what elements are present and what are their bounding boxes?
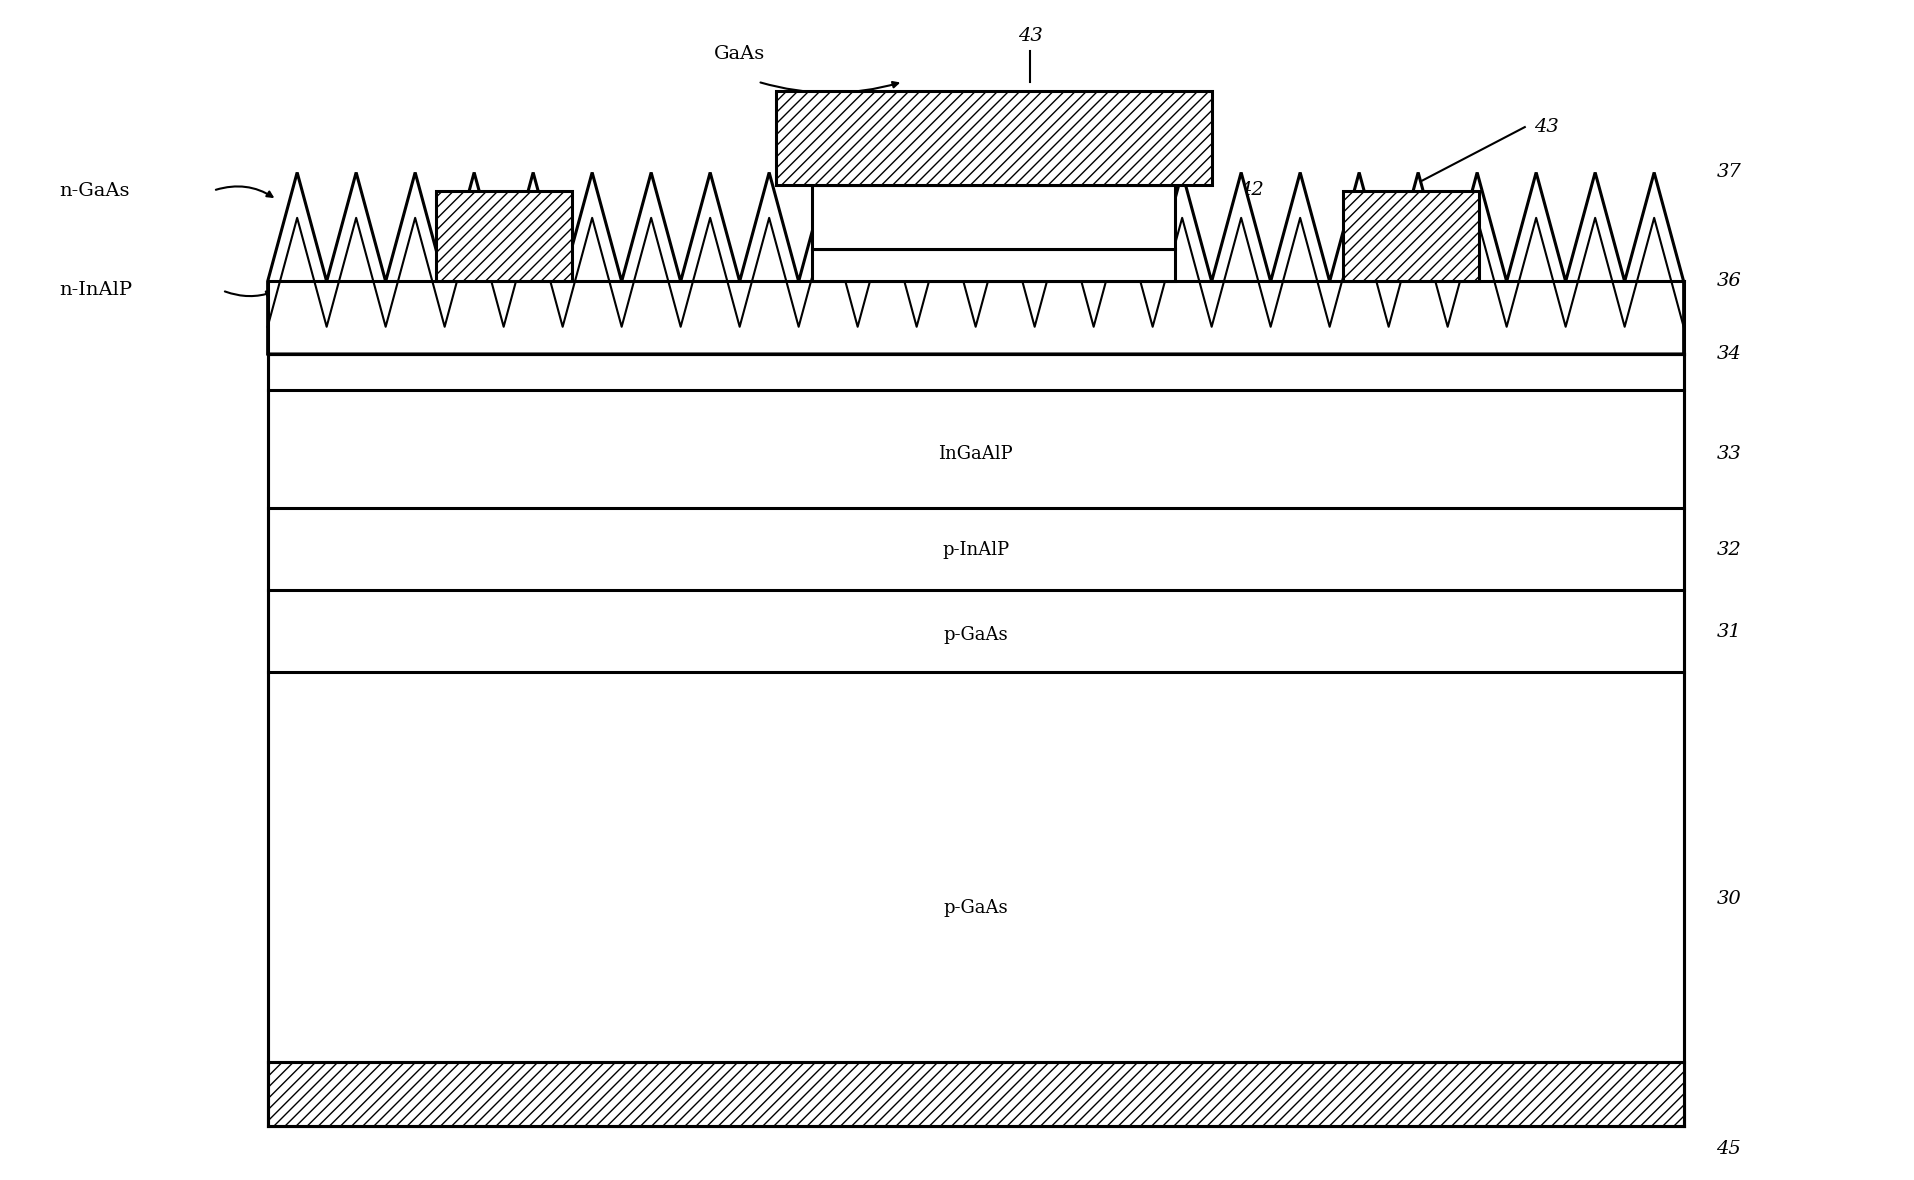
- Text: GaAs: GaAs: [714, 46, 766, 64]
- Polygon shape: [268, 172, 1682, 354]
- Text: p-InAlP: p-InAlP: [942, 542, 1009, 559]
- Text: 34: 34: [1715, 345, 1740, 363]
- Text: 30: 30: [1715, 890, 1740, 907]
- Text: 37: 37: [1715, 164, 1740, 182]
- Text: n-InAlP: n-InAlP: [59, 282, 132, 300]
- Bar: [812, 249, 1175, 281]
- Text: 41: 41: [1238, 256, 1263, 274]
- Text: 33: 33: [1715, 445, 1740, 463]
- Bar: [434, 191, 572, 281]
- Text: n-GaAs: n-GaAs: [59, 182, 130, 199]
- Text: InGaAlP: InGaAlP: [938, 445, 1013, 463]
- Text: 42: 42: [1238, 181, 1263, 198]
- Text: 36: 36: [1715, 273, 1740, 290]
- Bar: [268, 1062, 1682, 1126]
- Text: 43: 43: [1016, 27, 1041, 45]
- Bar: [775, 91, 1212, 185]
- Bar: [1342, 191, 1480, 281]
- Text: 43: 43: [1533, 118, 1558, 136]
- Text: 31: 31: [1715, 623, 1740, 641]
- Text: p-GaAs: p-GaAs: [944, 899, 1007, 917]
- Text: 32: 32: [1715, 542, 1740, 559]
- Bar: [812, 185, 1175, 249]
- Text: p-GaAs: p-GaAs: [944, 627, 1007, 644]
- Bar: [268, 354, 1682, 1126]
- Text: 45: 45: [1715, 1140, 1740, 1158]
